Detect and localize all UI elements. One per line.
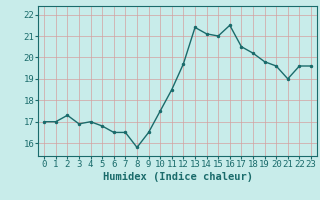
X-axis label: Humidex (Indice chaleur): Humidex (Indice chaleur) [103, 172, 252, 182]
